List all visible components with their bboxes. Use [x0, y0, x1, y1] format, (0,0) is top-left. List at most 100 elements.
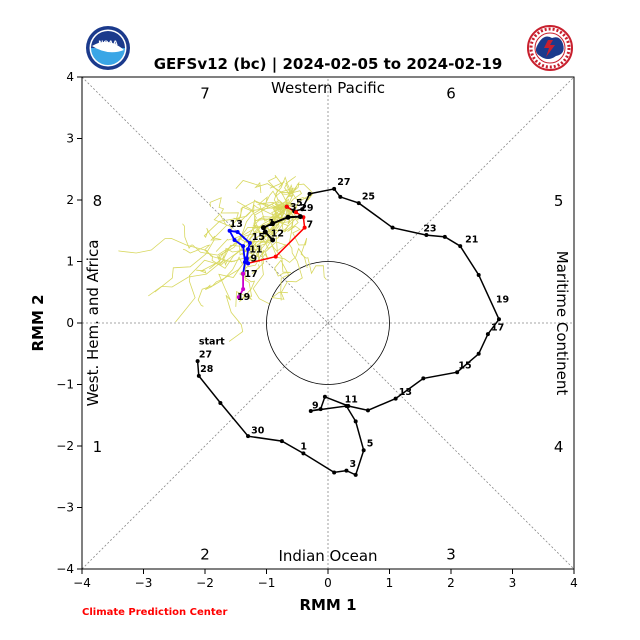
observed-point	[301, 451, 306, 456]
observed-point	[361, 448, 366, 453]
observed-point	[246, 434, 251, 439]
forecast-lead-point	[270, 220, 276, 226]
forecast-lead-point	[260, 225, 266, 231]
phase-number: 7	[200, 84, 210, 102]
forecast-day-label: 19	[237, 292, 250, 303]
observed-point	[346, 404, 351, 409]
phase-number: 3	[446, 546, 456, 564]
observed-point	[485, 332, 490, 337]
x-tick-label: 1	[386, 576, 394, 590]
forecast-lead-point	[297, 214, 303, 220]
y-tick-label: −1	[56, 378, 74, 392]
forecast-week2-point	[244, 256, 249, 261]
ensemble-member-line	[196, 206, 287, 274]
forecast-week2-point	[247, 241, 252, 246]
grid-lines	[81, 76, 575, 570]
phase-number: 8	[93, 192, 103, 210]
observed-point	[476, 351, 481, 356]
region-right: Maritime Continent	[553, 251, 571, 396]
observed-point	[195, 359, 200, 364]
observed-day-label: 9	[312, 400, 319, 411]
observed-point	[458, 244, 463, 249]
observed-point	[496, 317, 501, 322]
series-markers	[195, 186, 501, 477]
phase-number: 2	[200, 546, 210, 564]
observed-point	[279, 439, 284, 444]
observed-point	[421, 376, 426, 381]
x-tick-label: −1	[258, 576, 276, 590]
forecast-day-label: 3	[290, 202, 297, 213]
x-axis-label: RMM 1	[299, 596, 356, 614]
noaa-logo: NOAA	[86, 26, 130, 70]
forecast-week1-point	[273, 254, 278, 259]
footer-credit: Climate Prediction Center	[82, 607, 227, 618]
x-tick-label: −4	[73, 576, 91, 590]
y-tick-label: 4	[66, 70, 74, 84]
forecast-day-label: 17	[244, 269, 257, 280]
forecast-day-label: 9	[251, 254, 258, 265]
ensemble-member-line	[236, 190, 303, 222]
observed-point	[353, 472, 358, 477]
observed-day-label: 5	[367, 439, 374, 450]
observed-point	[300, 207, 305, 212]
observed-point	[196, 373, 201, 378]
forecast-week2-point	[242, 260, 247, 265]
observed-point	[455, 370, 460, 375]
y-axis-label: RMM 2	[29, 294, 47, 351]
ensemble-member-line	[263, 206, 292, 301]
observed-point	[353, 419, 358, 424]
observed-day-label: 11	[345, 394, 358, 405]
region-left: West. Hem. and Africa	[84, 240, 102, 407]
forecast-day-label: 12	[271, 228, 284, 239]
forecast-lead-point	[285, 214, 291, 220]
ensemble-member-lines	[118, 174, 327, 342]
forecast-lead-point	[262, 229, 268, 235]
observed-day-label: 25	[362, 191, 375, 202]
observed-point	[476, 273, 481, 278]
forecast-day-label: 15	[252, 232, 265, 243]
forecast-week2-point	[227, 228, 232, 233]
forecast-week2-point	[232, 237, 237, 242]
ensemble-member-line	[148, 206, 288, 297]
phase-number: 1	[93, 438, 103, 456]
y-tick-label: −3	[56, 501, 74, 515]
forecast-week2-point	[241, 244, 246, 249]
y-tick-label: 3	[66, 132, 74, 146]
observed-day-label: 27	[199, 349, 212, 360]
x-tick-label: −3	[135, 576, 153, 590]
observed-point	[344, 468, 349, 473]
observed-point	[356, 201, 361, 206]
ensemble-member-line	[267, 174, 290, 215]
phase-number: 6	[446, 84, 456, 102]
forecast-day-label: 1	[268, 218, 275, 229]
phase-number: 4	[554, 438, 564, 456]
observed-day-label: 23	[423, 223, 436, 234]
ensemble-member-line	[175, 202, 287, 323]
y-tick-label: 1	[66, 255, 74, 269]
observed-point	[318, 407, 323, 412]
forecast-week1-point	[284, 204, 289, 209]
observed-point	[308, 408, 313, 413]
unit-circle	[266, 261, 390, 385]
observed-day-label: 27	[337, 177, 350, 188]
forecast-week2-point	[235, 229, 240, 234]
observed-day-label: start	[199, 337, 225, 348]
observed-point	[442, 234, 447, 239]
observed-point	[218, 400, 223, 405]
observed-day-label: 3	[350, 459, 357, 470]
forecast-day-label: 5	[296, 198, 303, 209]
observed-point	[390, 225, 395, 230]
ensemble-member-line	[235, 180, 295, 207]
ensemble-member-line	[252, 206, 287, 305]
ensemble-member-line	[284, 176, 313, 207]
x-tick-label: −2	[196, 576, 214, 590]
forecast-week1-point	[302, 225, 307, 230]
forecast-week2-point	[246, 261, 251, 266]
observed-day-label: 17	[491, 322, 504, 333]
x-tick-label: 4	[570, 576, 578, 590]
forecast-day-label: 7	[306, 220, 313, 231]
observed-day-label: 21	[465, 234, 478, 245]
y-tick-label: 2	[66, 193, 74, 207]
